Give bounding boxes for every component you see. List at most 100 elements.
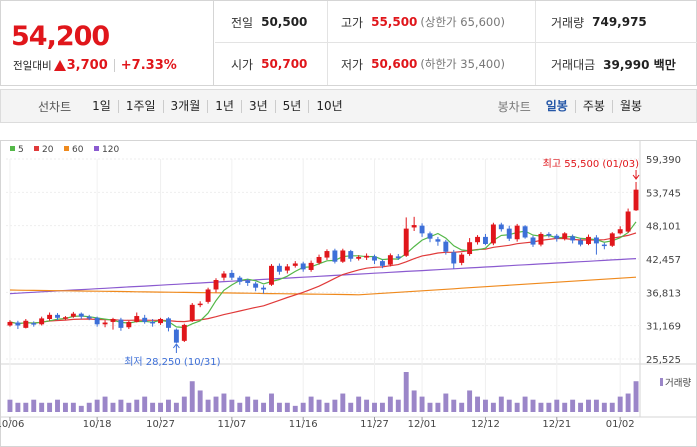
- low-annotation: 최저 28,250 (10/31): [124, 356, 220, 368]
- volume-bar: [197, 390, 203, 412]
- volume-bar: [269, 393, 274, 412]
- volume-bar: [166, 399, 171, 412]
- candle-body: [197, 303, 203, 306]
- volume-bar: [158, 402, 163, 412]
- volume-bar: [173, 402, 179, 412]
- candle-body: [173, 329, 179, 343]
- volume-bar: [403, 372, 409, 412]
- candle-body: [261, 287, 267, 290]
- candle-body: [213, 280, 219, 290]
- prev-close-cell: 전일 50,500: [215, 1, 328, 43]
- candle-body: [245, 280, 251, 283]
- volume-bar: [522, 396, 528, 412]
- volume-bar: [221, 393, 227, 412]
- volume-bar: [372, 402, 377, 412]
- low-arrowhead-icon: [172, 343, 180, 349]
- volume-bar: [332, 399, 338, 412]
- candle-body: [78, 313, 84, 317]
- tab-10y[interactable]: 10년: [308, 99, 349, 113]
- volume-bar: [134, 399, 140, 412]
- candle-body: [55, 314, 60, 318]
- volume-bar: [39, 402, 45, 412]
- change-label: 전일대비: [13, 60, 52, 72]
- candle-body: [134, 316, 140, 322]
- tab-3y[interactable]: 3년: [240, 99, 275, 113]
- x-tick-label: 11/16: [289, 419, 318, 430]
- volume-bar: [451, 399, 457, 412]
- candle-body: [490, 224, 496, 244]
- volume-bar: [150, 402, 156, 412]
- candle-body: [7, 321, 13, 326]
- x-tick-label: 10/06: [0, 419, 24, 430]
- legend-swatch: [10, 146, 15, 151]
- y-tick-label: 25,525: [646, 355, 681, 366]
- x-tick-label: 11/27: [360, 419, 389, 430]
- candle-body: [308, 262, 314, 270]
- volume-bar: [276, 402, 282, 412]
- amount-label: 거래대금: [551, 57, 596, 72]
- volume-bar: [189, 381, 195, 412]
- y-tick-label: 42,457: [646, 255, 681, 266]
- volume-bar: [340, 393, 346, 412]
- candle-body: [276, 265, 282, 272]
- volume-bar: [229, 399, 235, 412]
- candle-body: [150, 321, 156, 324]
- candle-body: [316, 256, 322, 263]
- candle-body: [284, 266, 290, 271]
- tab-1d[interactable]: 1일: [92, 98, 111, 113]
- volume-bar: [379, 402, 385, 412]
- candle-body: [593, 237, 599, 244]
- volume-bar: [459, 402, 465, 412]
- candle-body: [62, 317, 68, 319]
- candle-body: [451, 252, 457, 264]
- volume-bar: [316, 399, 322, 412]
- upper-limit: (상한가 65,600): [420, 15, 506, 29]
- legend-label: 20: [42, 145, 54, 155]
- tab-monthly[interactable]: 월봉: [611, 99, 649, 113]
- candle-body: [110, 318, 116, 322]
- volume-bar: [443, 393, 449, 412]
- tab-weekly[interactable]: 주봉: [574, 99, 612, 113]
- tab-3m[interactable]: 3개월: [162, 99, 208, 113]
- candle-body: [498, 224, 504, 230]
- volume-bar: [570, 399, 576, 412]
- candle-body: [506, 228, 512, 239]
- volume-bar: [126, 402, 132, 412]
- tab-1y[interactable]: 1년: [207, 99, 241, 113]
- candle-body: [253, 283, 259, 288]
- volume-bar: [23, 402, 29, 412]
- tab-5y[interactable]: 5년: [274, 99, 309, 113]
- volume-legend-swatch: [660, 378, 663, 386]
- volume-bar: [387, 396, 393, 412]
- high-label: 고가: [341, 15, 364, 30]
- candle-body: [292, 263, 298, 266]
- volume-bar: [300, 402, 306, 412]
- stats-grid: 전일 50,500 고가 55,500 (상한가 65,600) 거래량 749…: [215, 1, 697, 85]
- tab-1w[interactable]: 1주일: [117, 99, 163, 113]
- candle-body: [443, 241, 449, 252]
- up-triangle-icon: [53, 60, 66, 71]
- tab-daily[interactable]: 일봉: [545, 98, 568, 113]
- volume-bar: [356, 396, 362, 412]
- stats-row: 시가 50,700 저가 50,600 (하한가 35,400) 거래대금 39…: [215, 43, 697, 85]
- volume-bar: [562, 402, 568, 412]
- volume-bar: [546, 402, 552, 412]
- volume-bar: [142, 396, 148, 412]
- x-tick-label: 10/18: [83, 419, 112, 430]
- candle-body: [348, 251, 354, 259]
- y-tick-label: 59,390: [646, 155, 681, 166]
- candle-chart-label: 봉차트: [497, 99, 531, 114]
- candle-body: [118, 319, 124, 328]
- candle-body: [379, 261, 385, 266]
- candle-body: [586, 236, 591, 244]
- candle-body: [403, 228, 409, 256]
- x-tick-label: 11/07: [217, 419, 246, 430]
- legend-label: 60: [72, 145, 84, 155]
- candle-body: [475, 236, 480, 243]
- volume-bar: [617, 396, 623, 412]
- candle-body: [364, 255, 370, 258]
- volume-bar: [253, 399, 259, 412]
- candle-body: [166, 318, 171, 328]
- candle-body: [340, 250, 346, 262]
- candle-body: [633, 189, 639, 211]
